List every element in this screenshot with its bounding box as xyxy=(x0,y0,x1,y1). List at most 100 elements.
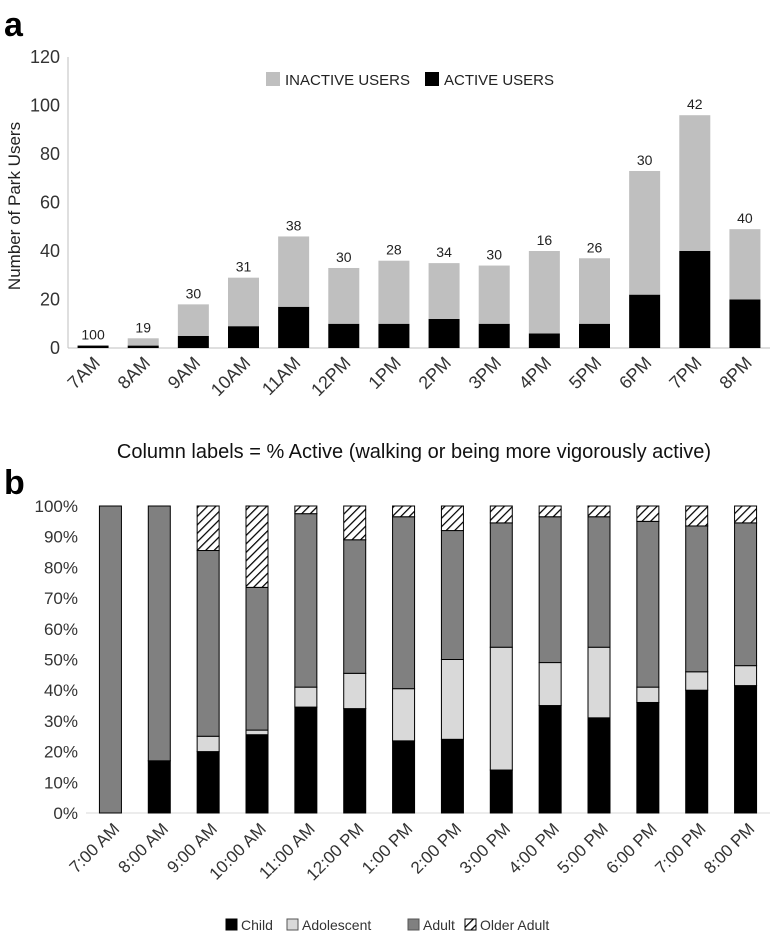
data-label: 30 xyxy=(336,249,352,265)
y-tick-label: 90% xyxy=(44,528,78,547)
legend-label-older-adult: Older Adult xyxy=(480,917,549,932)
bar-active xyxy=(328,323,360,348)
bar-inactive xyxy=(177,304,209,336)
bar-inactive xyxy=(579,258,610,324)
bar-adolescent xyxy=(636,686,660,703)
bar-older-adult xyxy=(734,505,758,524)
chart-a-ylabel: Number of Park Users xyxy=(5,122,24,290)
x-tick-label: 9AM xyxy=(164,353,204,393)
bar-inactive xyxy=(478,265,510,324)
y-tick-label: 40% xyxy=(44,681,78,700)
data-label: 40 xyxy=(737,210,753,226)
bar-child xyxy=(489,769,513,814)
x-tick-label: 7PM xyxy=(665,353,705,393)
bar-inactive xyxy=(378,260,410,324)
x-tick-label: 10AM xyxy=(207,353,254,400)
data-label: 19 xyxy=(135,319,151,335)
bar-child xyxy=(196,751,220,814)
x-tick-label: 4:00 PM xyxy=(505,819,563,877)
legend-label-adolescent: Adolescent xyxy=(302,917,371,932)
bar-active xyxy=(177,335,209,348)
chart-b: Child Adolescent Adult Older Adult 0% 10%… xyxy=(35,497,770,932)
bar-child xyxy=(636,701,660,814)
data-label: 38 xyxy=(286,217,302,233)
bar-inactive xyxy=(127,338,159,346)
bar-inactive xyxy=(328,267,360,324)
y-tick-label: 0% xyxy=(53,804,78,823)
y-tick-label: 20 xyxy=(40,290,60,310)
bar-older-adult xyxy=(538,505,562,518)
data-label: 30 xyxy=(486,247,502,263)
bar-adult xyxy=(196,550,220,737)
y-tick-label: 80% xyxy=(44,558,78,577)
x-tick-label: 11AM xyxy=(258,353,304,399)
bar-adult xyxy=(538,516,562,664)
bar-adolescent xyxy=(734,665,758,687)
data-label: 26 xyxy=(587,239,603,255)
x-tick-label: 6:00 PM xyxy=(602,819,660,877)
legend-label-active: ACTIVE USERS xyxy=(444,72,554,89)
y-tick-label: 50% xyxy=(44,651,78,670)
x-tick-label: 8PM xyxy=(715,353,755,393)
bar-active xyxy=(528,333,560,348)
bar-older-adult xyxy=(196,505,220,552)
bar-adult xyxy=(734,522,758,667)
bar-adolescent xyxy=(343,672,367,710)
bar-older-adult xyxy=(440,505,464,532)
chart-a-legend: INACTIVE USERS ACTIVE USERS xyxy=(266,72,554,89)
x-tick-label: 3:00 PM xyxy=(456,819,514,877)
bar-child xyxy=(734,685,758,814)
bar-inactive xyxy=(679,115,711,251)
bar-adult xyxy=(343,539,367,674)
bar-child xyxy=(587,717,611,814)
bar-active xyxy=(127,345,159,348)
data-label: 30 xyxy=(637,152,653,168)
legend-swatch-older-adult xyxy=(464,918,477,931)
bar-older-adult xyxy=(343,505,367,541)
bar-adult xyxy=(294,513,318,688)
bar-adolescent xyxy=(538,662,562,707)
bar-child xyxy=(685,689,709,814)
bar-active xyxy=(579,323,610,348)
x-tick-label: 7:00 AM xyxy=(66,819,124,877)
bar-adult xyxy=(685,525,709,673)
bar-child xyxy=(343,708,367,814)
bar-older-adult xyxy=(245,505,269,588)
y-tick-label: 120 xyxy=(30,47,60,67)
y-tick-label: 20% xyxy=(44,743,78,762)
data-label: 28 xyxy=(386,242,402,258)
bar-older-adult xyxy=(587,505,611,518)
x-tick-label: 4PM xyxy=(515,353,555,393)
bar-adolescent xyxy=(392,688,416,742)
legend-swatch-adult xyxy=(407,918,420,931)
x-tick-label: 8:00 AM xyxy=(115,819,173,877)
bar-older-adult xyxy=(636,505,660,522)
y-tick-label: 100% xyxy=(35,497,78,516)
x-tick-label: 6PM xyxy=(615,353,655,393)
y-tick-label: 30% xyxy=(44,712,78,731)
bar-adolescent xyxy=(440,659,464,740)
bar-active xyxy=(77,345,109,348)
data-label: 42 xyxy=(687,96,703,112)
y-tick-label: 0 xyxy=(50,338,60,358)
legend-swatch-adolescent xyxy=(286,918,299,931)
data-label: 30 xyxy=(186,285,202,301)
bar-inactive xyxy=(629,170,661,295)
bar-child xyxy=(245,734,269,814)
y-tick-label: 80 xyxy=(40,144,60,164)
legend-swatch-inactive xyxy=(266,72,280,86)
bar-adult xyxy=(587,516,611,648)
panel-letter-a: a xyxy=(4,6,24,44)
bar-adolescent xyxy=(685,671,709,691)
x-tick-label: 7:00 PM xyxy=(651,819,709,877)
bar-inactive xyxy=(428,263,460,319)
bar-inactive xyxy=(528,251,560,334)
y-tick-label: 70% xyxy=(44,589,78,608)
bar-inactive xyxy=(228,277,259,327)
bar-adult xyxy=(392,516,416,690)
bar-adolescent xyxy=(196,735,220,753)
legend-label-inactive: INACTIVE USERS xyxy=(285,72,410,89)
bar-active xyxy=(679,251,711,348)
bar-child xyxy=(440,738,464,814)
